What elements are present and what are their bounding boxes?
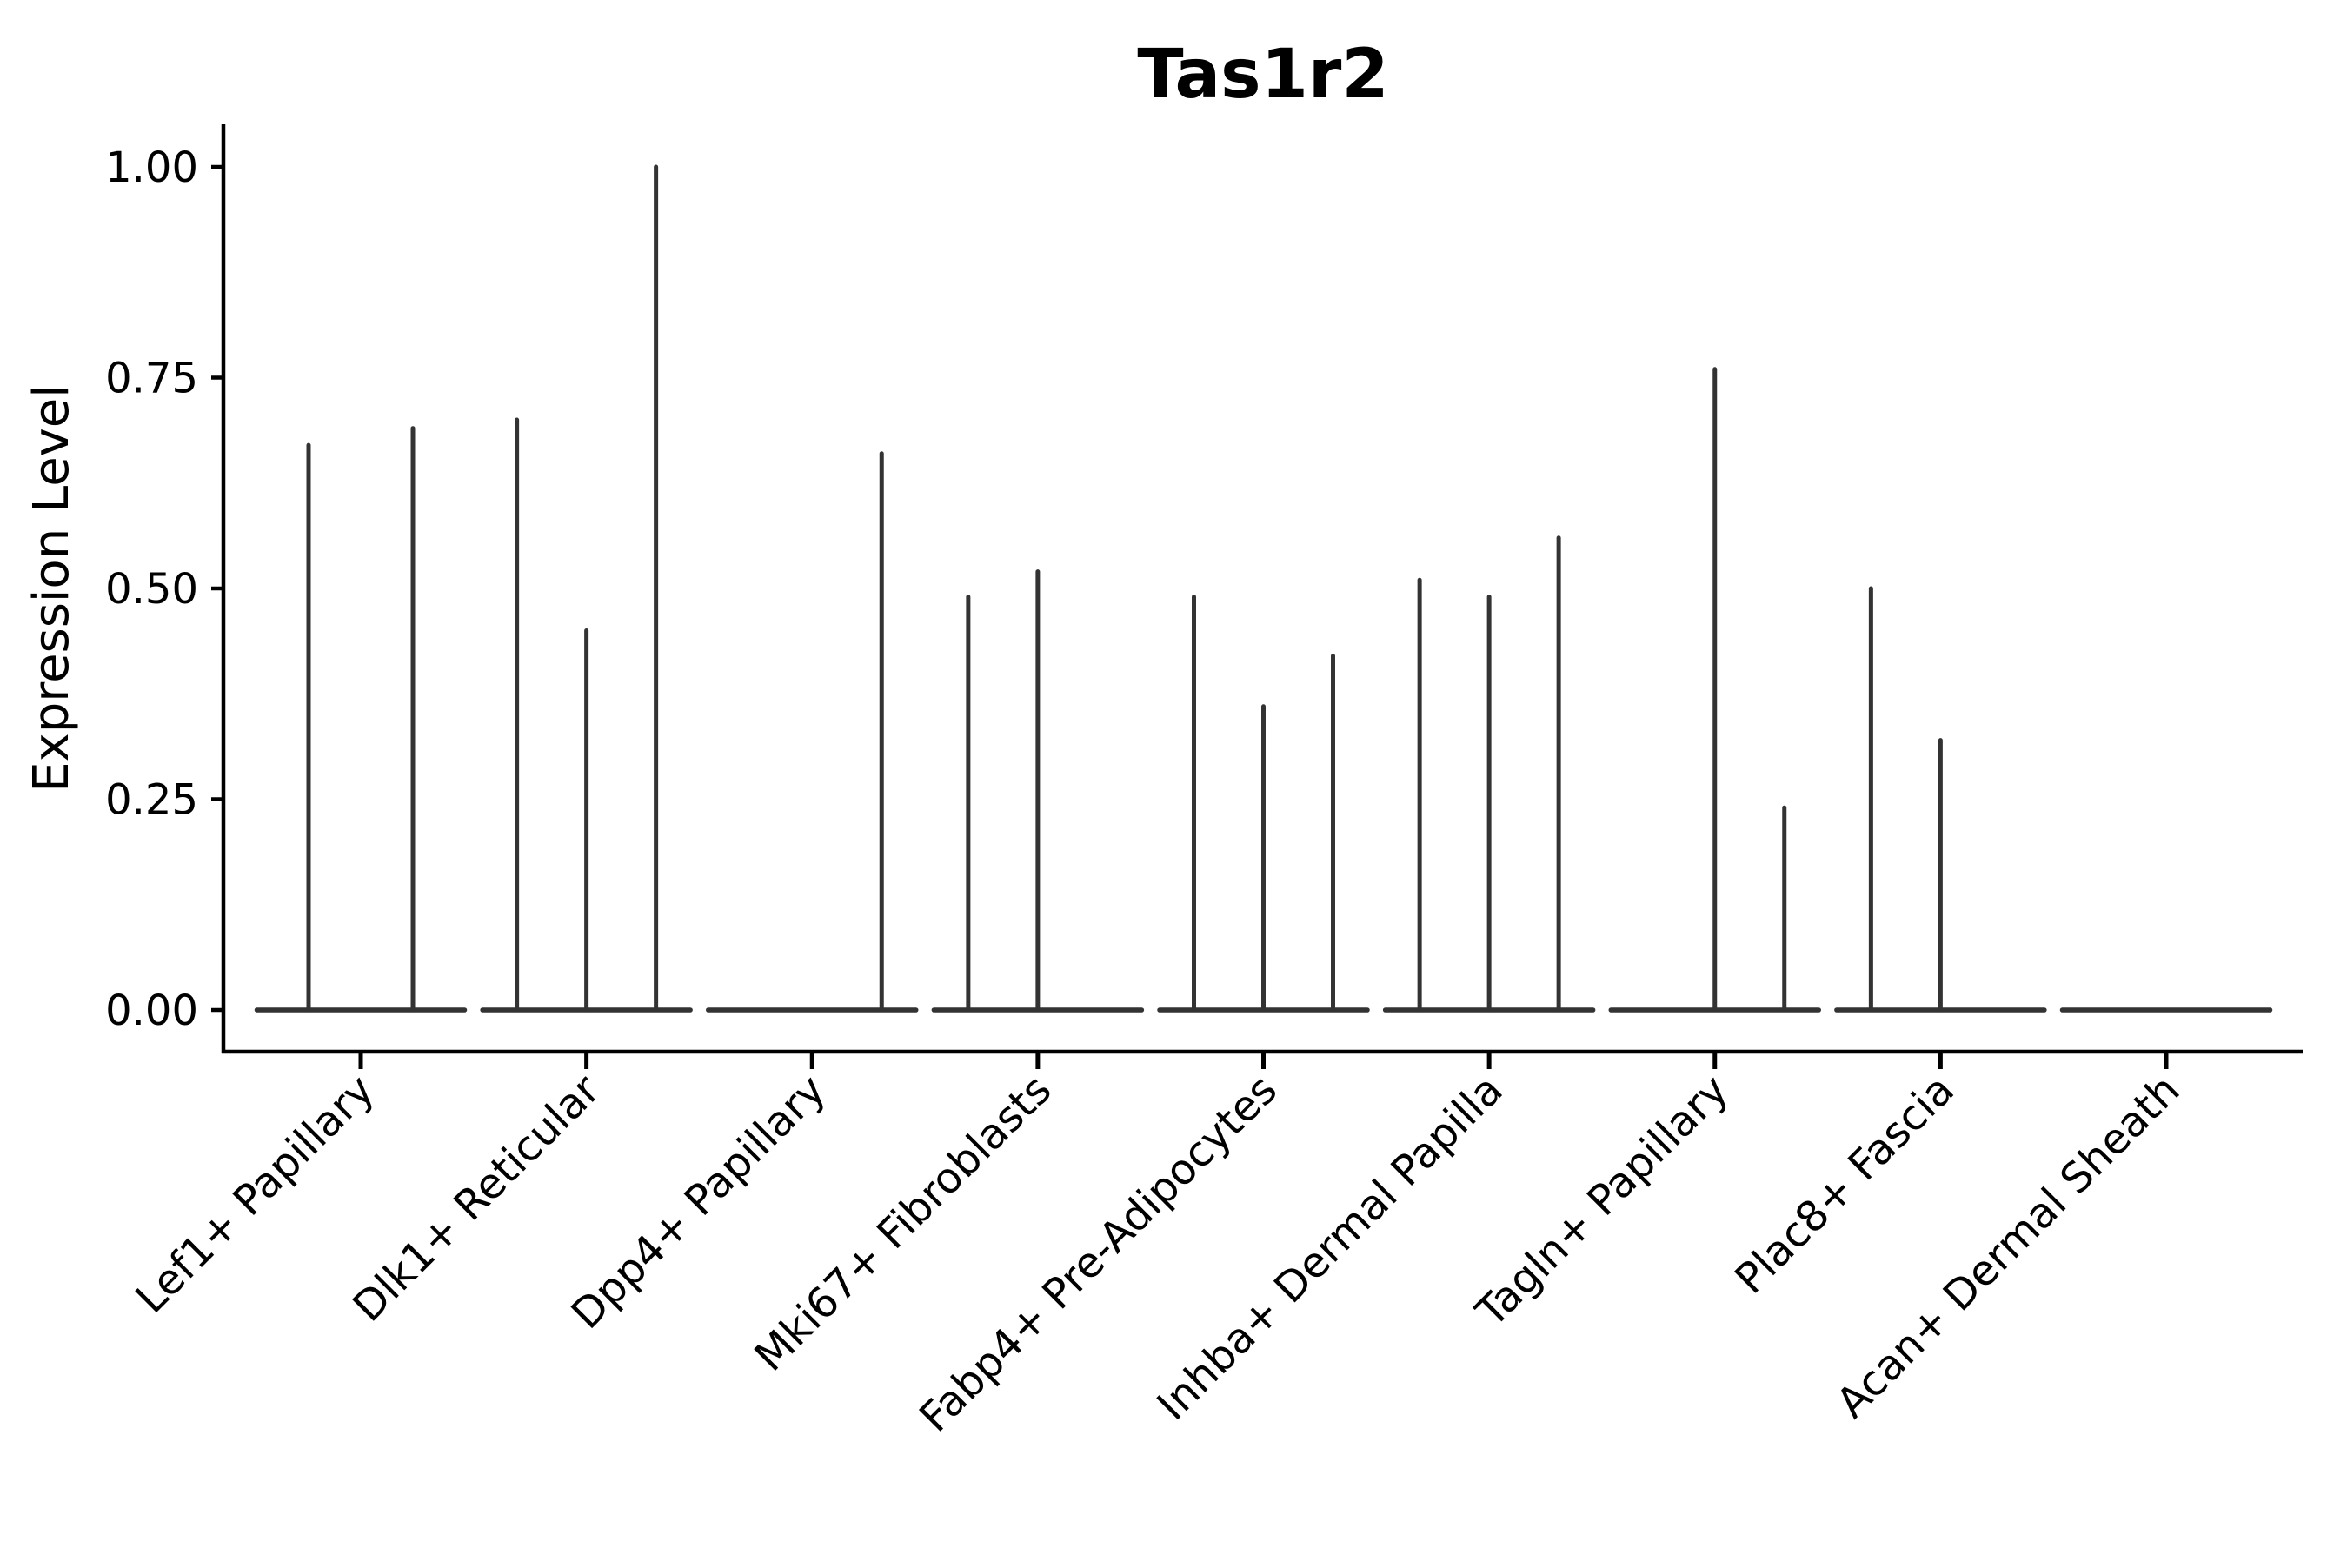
y-tick-label: 0.50 (105, 565, 198, 614)
category-label: Fabp4+ Pre-Adipocytes (910, 1066, 1287, 1442)
chart-title: Tas1r2 (1137, 36, 1388, 114)
category-label: Tagln+ Papillary (1466, 1066, 1738, 1337)
category-label: Plac8+ Fascia (1725, 1066, 1964, 1304)
y-tick-label: 1.00 (105, 143, 198, 192)
violins-layer (254, 164, 2273, 1013)
y-tick-label: 0.25 (105, 776, 198, 825)
y-tick-label: 0.00 (105, 987, 198, 1035)
y-tick-label: 0.75 (105, 355, 198, 403)
y-axis: 0.00 0.25 0.50 0.75 1.00 (105, 124, 226, 1053)
category-label: Lef1+ Papillary (127, 1066, 384, 1323)
category-label: Dlk1+ Reticular (343, 1066, 609, 1332)
y-axis-title: Expression Level (23, 384, 80, 793)
